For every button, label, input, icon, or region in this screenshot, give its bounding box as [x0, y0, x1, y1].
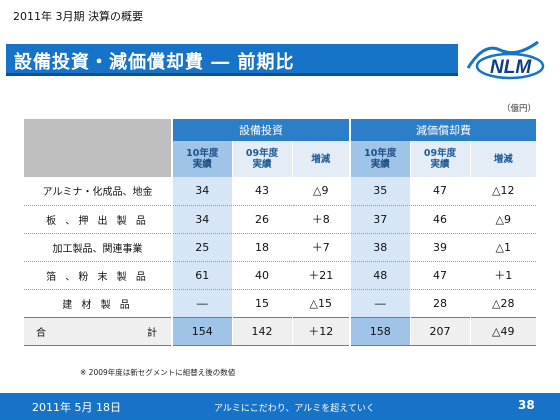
- subheader-previous: 09年度 実績: [409, 141, 471, 177]
- table-row: 建 材 製 品 ― 15 △15 ― 28 △28: [24, 289, 537, 318]
- row-label: 加工製品、関連事業: [24, 233, 172, 262]
- cell-value: ＋7: [291, 233, 351, 262]
- subheader-previous: 09年度 実績: [231, 141, 292, 177]
- footer-date: 2011年 5月 18日: [32, 401, 121, 414]
- title-bar: 設備投資・減価償却費 ― 前期比: [6, 44, 458, 76]
- cell-value: △15: [291, 289, 351, 318]
- total-value: 207: [409, 316, 471, 346]
- total-row: 合 計 154 142 ＋12 158 207 △49: [24, 316, 537, 346]
- cell-value: 37: [349, 205, 411, 234]
- company-logo: NLM: [464, 38, 550, 84]
- header-blank-cell: [24, 119, 172, 177]
- cell-value: 34: [171, 205, 232, 234]
- subheader-change: 増減: [291, 141, 351, 177]
- cell-value: △9: [469, 205, 537, 234]
- cell-value: 28: [409, 289, 471, 318]
- cell-value: 35: [349, 177, 411, 206]
- subheader-current: 10年度 実績: [171, 141, 232, 177]
- cell-value: △1: [469, 233, 537, 262]
- total-value: △49: [469, 316, 537, 346]
- table-row: アルミナ・化成品、地金 34 43 △9 35 47 △12: [24, 177, 537, 206]
- cell-value: 34: [171, 177, 232, 206]
- logo-text: NLM: [490, 57, 532, 78]
- row-label: 建 材 製 品: [24, 289, 172, 318]
- slide-subtitle: 2011年 3月期 決算の概要: [13, 10, 143, 23]
- cell-value: ―: [171, 289, 232, 318]
- subheader-current: 10年度 実績: [349, 141, 411, 177]
- total-label-left: 合: [36, 327, 46, 339]
- cell-value: 18: [231, 233, 292, 262]
- row-label: 箔 、粉 末 製 品: [24, 261, 172, 290]
- cell-value: 26: [231, 205, 292, 234]
- cell-value: ―: [349, 289, 411, 318]
- cell-value: 47: [409, 177, 471, 206]
- cell-value: 25: [171, 233, 232, 262]
- nlm-logo-icon: NLM: [466, 40, 545, 80]
- cell-value: 61: [171, 261, 232, 290]
- total-value: ＋12: [291, 316, 351, 346]
- cell-value: △28: [469, 289, 537, 318]
- capex-depreciation-table: 設備投資 減価償却費 10年度 実績 09年度 実績 増減 10年度 実績 09年度実…: [24, 119, 537, 346]
- cell-value: △12: [469, 177, 537, 206]
- cell-value: 15: [231, 289, 292, 318]
- cell-value: 43: [231, 177, 292, 206]
- table-row: 加工製品、関連事業 25 18 ＋7 38 39 △1: [24, 233, 537, 262]
- row-label: 板 、押 出 製 品: [24, 205, 172, 234]
- cell-value: 40: [231, 261, 292, 290]
- total-value: 142: [231, 316, 292, 346]
- cell-value: △9: [291, 177, 351, 206]
- total-value: 158: [349, 316, 411, 346]
- group-header-depreciation: 減価償却費: [349, 119, 537, 141]
- group-header-capex: 設備投資: [170, 119, 351, 141]
- row-label: アルミナ・化成品、地金: [24, 177, 172, 206]
- cell-value: 38: [349, 233, 411, 262]
- slide-title: 設備投資・減価償却費 ― 前期比: [14, 52, 295, 73]
- footer-bar: 2011年 5月 18日 アルミにこだわり、アルミを超えていく 38: [0, 393, 560, 420]
- total-label: 合 計: [24, 316, 172, 346]
- page-number: 38: [518, 398, 535, 412]
- cell-value: 48: [349, 261, 411, 290]
- table-row: 箔 、粉 末 製 品 61 40 ＋21 48 47 ＋1: [24, 261, 537, 290]
- cell-value: ＋21: [291, 261, 351, 290]
- table-row: 板 、押 出 製 品 34 26 ＋8 37 46 △9: [24, 205, 537, 234]
- total-label-right: 計: [147, 327, 157, 339]
- unit-label: （億円）: [501, 104, 536, 114]
- cell-value: 39: [409, 233, 471, 262]
- footer-slogan: アルミにこだわり、アルミを超えていく: [214, 404, 375, 414]
- cell-value: ＋1: [469, 261, 537, 290]
- footnote: ※ 2009年度は新セグメントに組替え後の数値: [80, 368, 236, 377]
- subheader-change: 増減: [469, 141, 537, 177]
- cell-value: ＋8: [291, 205, 351, 234]
- cell-value: 46: [409, 205, 471, 234]
- total-value: 154: [171, 316, 232, 346]
- cell-value: 47: [409, 261, 471, 290]
